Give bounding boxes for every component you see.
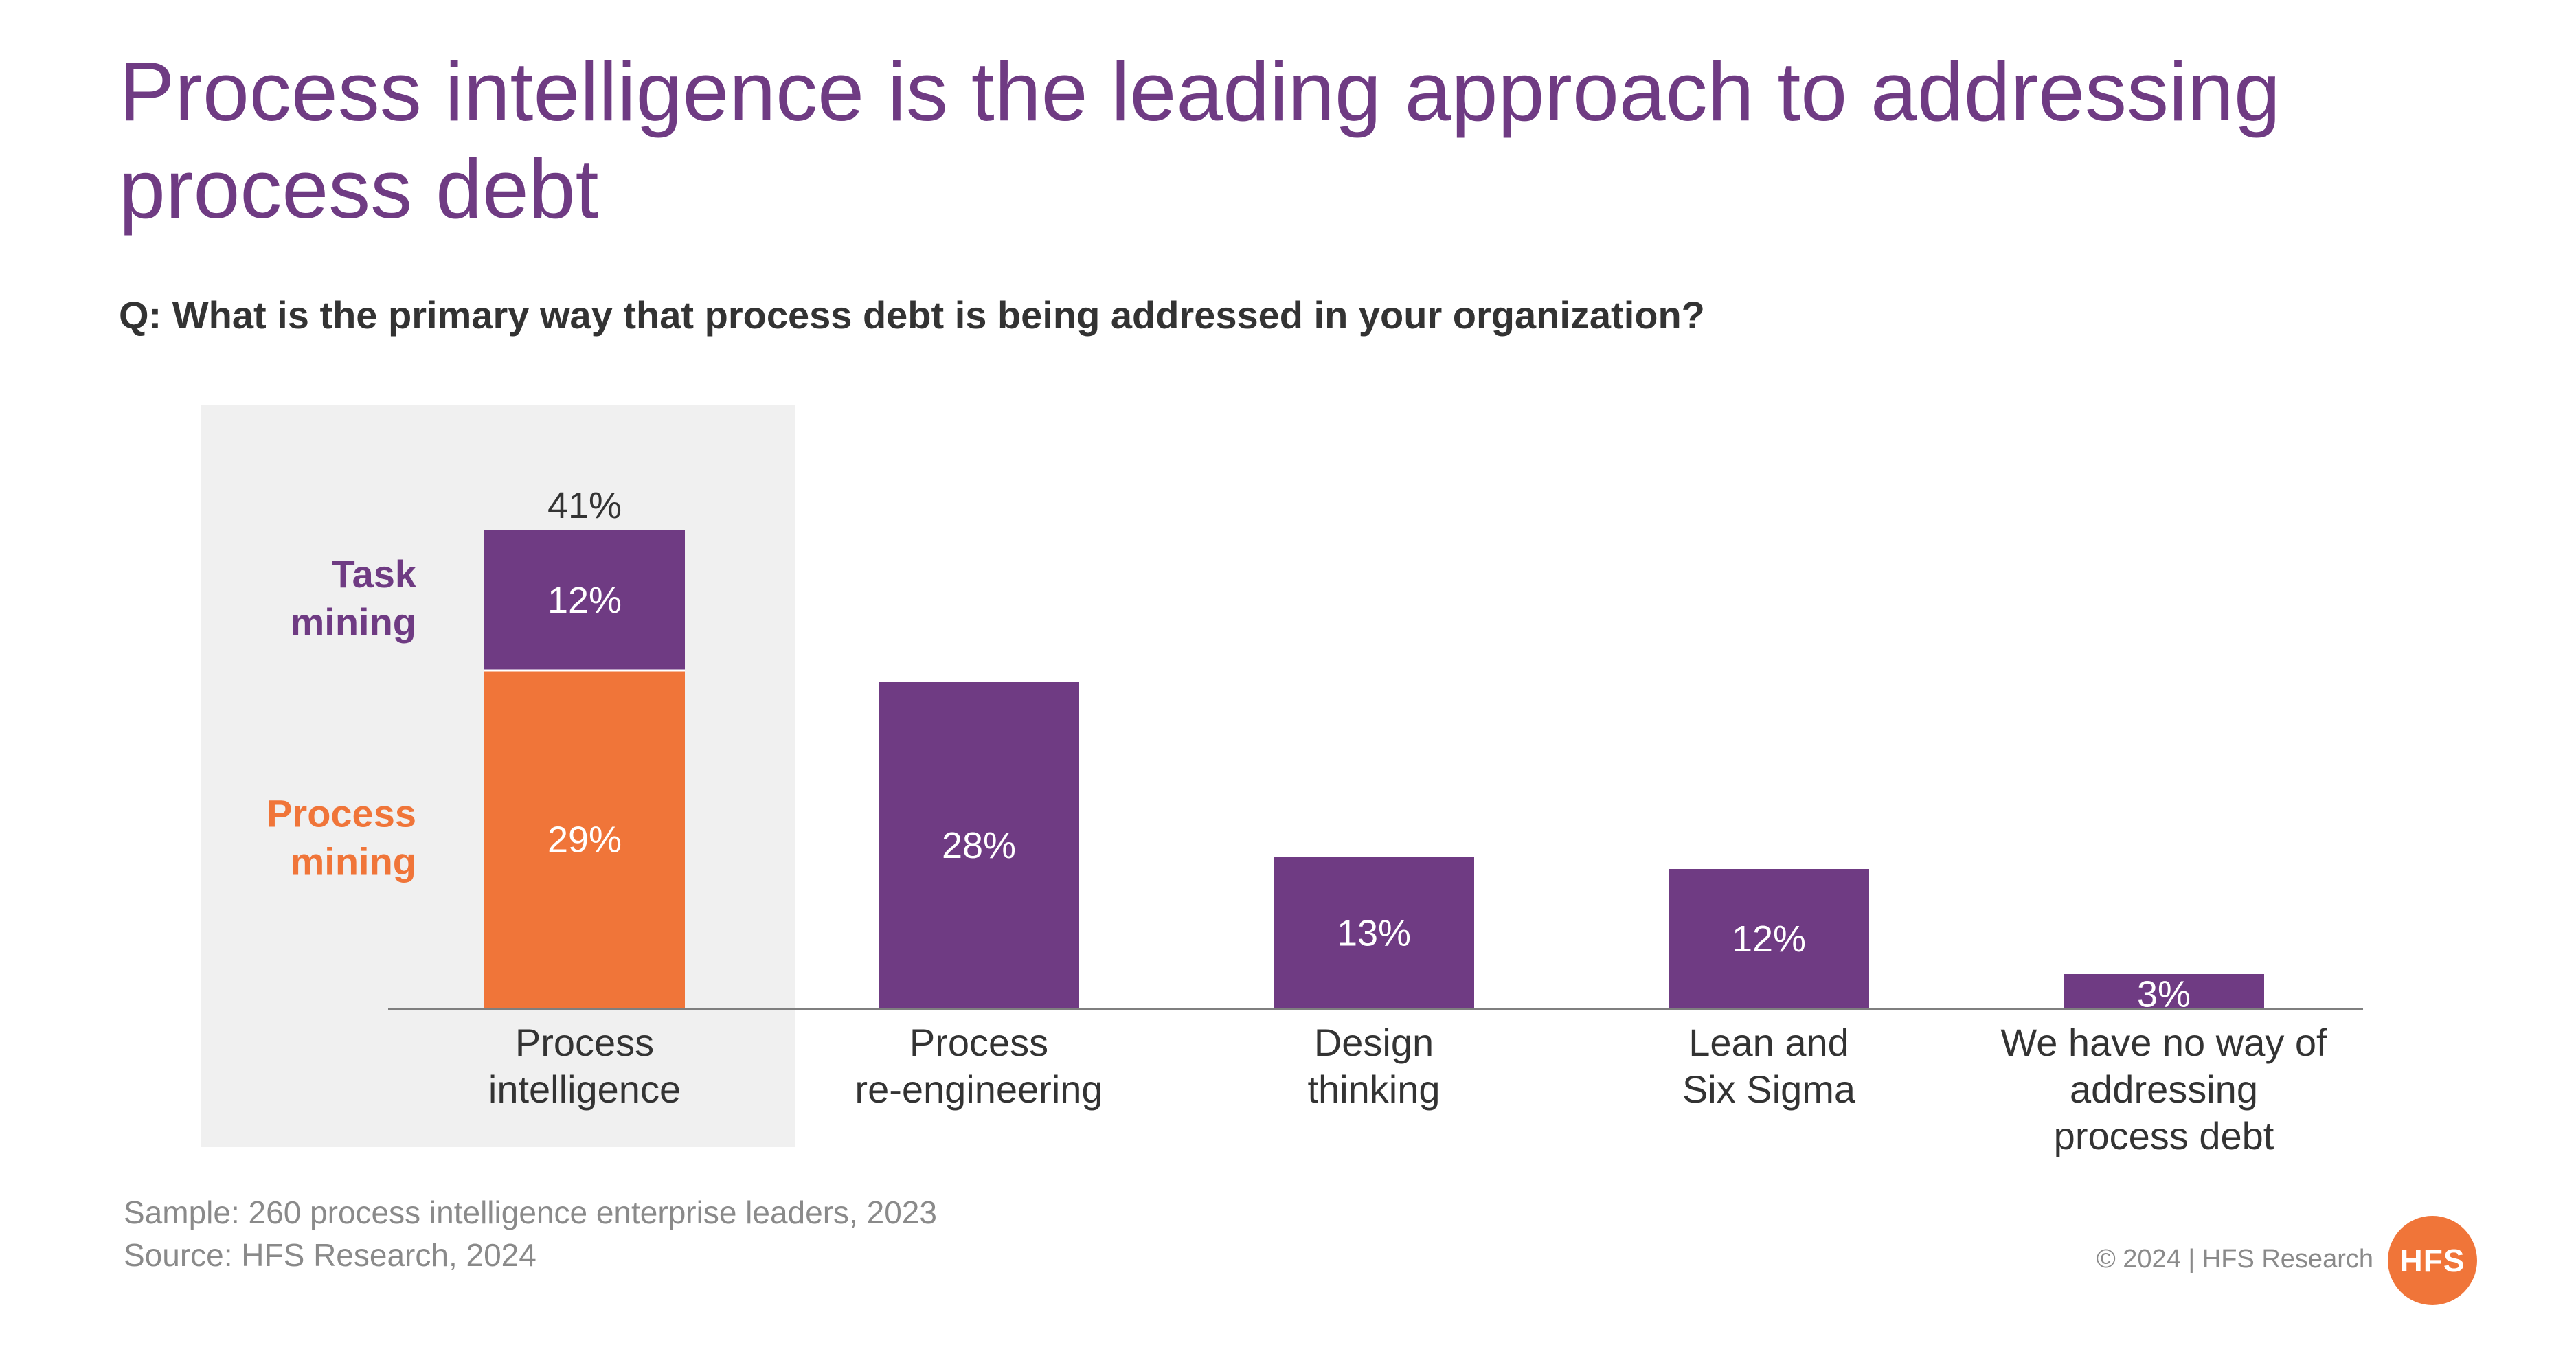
segment-legend-label: Process	[267, 792, 416, 835]
page-title: Process intelligence is the leading appr…	[119, 45, 2281, 236]
bar-value-label: 28%	[942, 825, 1016, 866]
segment-legend-label: Task	[332, 552, 417, 596]
sample-note: Sample: 260 process intelligence enterpr…	[124, 1195, 937, 1230]
category-label: process debt	[2054, 1114, 2274, 1157]
category-label: We have no way of	[2000, 1021, 2327, 1064]
hfs-logo: HFS	[2388, 1216, 2477, 1305]
category-label: thinking	[1307, 1067, 1440, 1111]
bar-value-label: 12%	[1732, 918, 1806, 960]
bar-total-label: 41%	[547, 485, 622, 526]
bar-value-label: 3%	[2137, 974, 2191, 1015]
category-label: Process	[909, 1021, 1048, 1064]
category-label: re-engineering	[855, 1067, 1103, 1111]
bar	[1274, 857, 1474, 1009]
bar	[879, 682, 1079, 1009]
copyright-text: © 2024 | HFS Research	[2096, 1245, 2373, 1274]
bar-value-label: 13%	[1337, 913, 1411, 954]
segment-legend-label: mining	[290, 600, 416, 644]
source-note: Source: HFS Research, 2024	[124, 1237, 536, 1273]
bar-segment-process-mining	[484, 670, 685, 1009]
bar	[2064, 974, 2264, 1009]
segment-value-label: 29%	[547, 820, 622, 861]
category-label: Lean and	[1688, 1021, 1849, 1064]
category-label: intelligence	[488, 1067, 681, 1111]
category-label: Process	[515, 1021, 654, 1064]
category-label: addressing	[2070, 1067, 2258, 1111]
category-label: Six Sigma	[1682, 1067, 1856, 1111]
bar-segment-task-mining	[484, 530, 685, 670]
bar	[1669, 869, 1869, 1009]
segment-legend-label: mining	[290, 840, 416, 883]
survey-question: Q: What is the primary way that process …	[119, 293, 1705, 337]
category-label: Design	[1314, 1021, 1434, 1064]
segment-value-label: 12%	[547, 580, 622, 621]
